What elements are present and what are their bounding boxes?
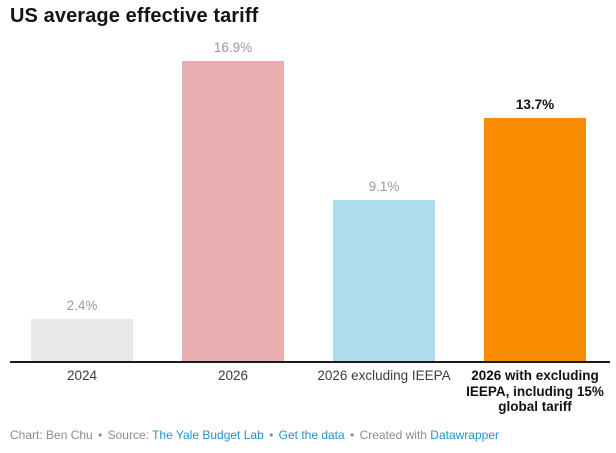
bar-2026-2: [333, 200, 435, 362]
plot-area: 2.4% 16.9% 9.1% 13.7%: [10, 0, 610, 362]
x-axis-labels: 2024 2026 2026 excluding IEEPA 2026 with ex…: [10, 368, 610, 420]
bar-category-label: 2024: [66, 368, 98, 383]
bar-value-label: 9.1%: [368, 179, 400, 194]
bar-category-label: 2026 with excluding IEEPA, including 15%…: [466, 368, 604, 414]
bar-2026-3: [484, 118, 586, 362]
source-link[interactable]: The Yale Budget Lab: [152, 428, 264, 442]
x-axis-line: [10, 361, 610, 363]
footer-created-with-label: Created with: [359, 428, 427, 442]
footer-chart-credit: Chart: Ben Chu: [10, 428, 93, 442]
footer-credits: Chart: Ben Chu • Source: The Yale Budget…: [10, 428, 499, 442]
bar-2024-0: [31, 319, 133, 362]
footer-source-label: Source:: [107, 428, 149, 442]
datawrapper-link[interactable]: Datawrapper: [430, 428, 499, 442]
bar-value-label: 2.4%: [66, 298, 98, 313]
bar-value-label: 13.7%: [515, 97, 555, 112]
footer-separator: •: [269, 428, 274, 442]
get-the-data-link[interactable]: Get the data: [278, 428, 345, 442]
footer-separator: •: [98, 428, 103, 442]
bar-category-label: 2026 excluding IEEPA: [317, 368, 451, 383]
bar-2026-1: [182, 61, 284, 362]
chart-title: US average effective tariff: [10, 5, 259, 27]
bar-category-label: 2026: [217, 368, 249, 383]
bar-value-label: 16.9%: [213, 40, 253, 55]
footer-separator: •: [350, 428, 355, 442]
